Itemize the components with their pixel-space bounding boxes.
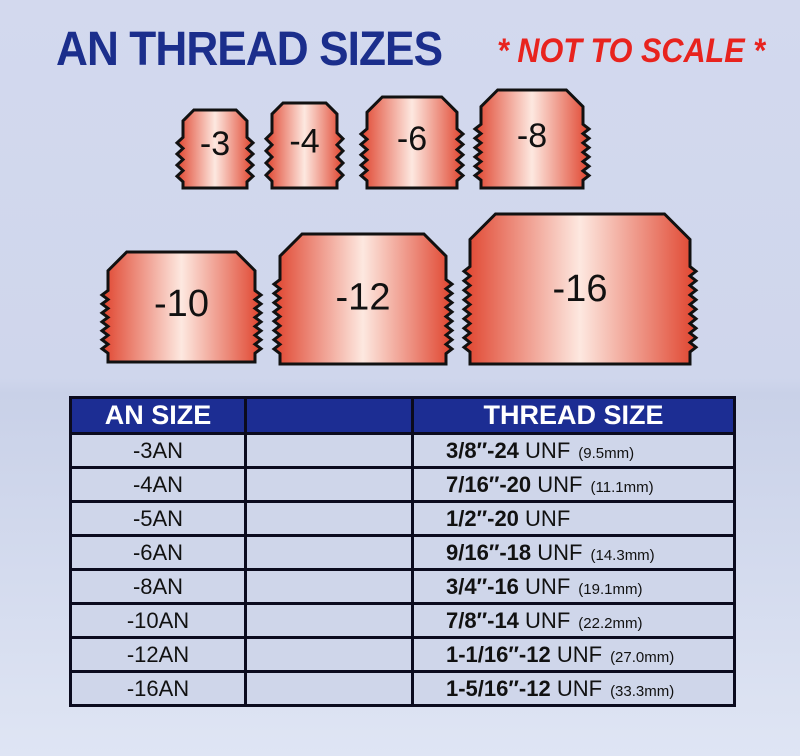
thread-unf: UNF <box>556 641 603 667</box>
blank-cell <box>244 602 414 639</box>
thread-spec: 3/8″-24 <box>446 437 519 463</box>
fitting-shape <box>271 232 455 366</box>
fitting-shape <box>358 95 466 190</box>
not-to-scale-note: * NOT TO SCALE * <box>497 32 766 70</box>
thread-spec: 1-5/16″-12 <box>446 675 551 701</box>
table-row: -12AN 1-1/16″-12 UNF (27.0mm) <box>69 636 736 673</box>
thread-mm: (9.5mm) <box>578 444 635 462</box>
blank-cell <box>244 636 414 673</box>
thread-spec: 1/2″-20 <box>446 505 519 531</box>
fitting-label: -10 <box>154 283 209 325</box>
fitting-label: -16 <box>553 268 608 310</box>
thread-unf: UNF <box>525 505 571 531</box>
thread-unf: UNF <box>537 471 583 497</box>
fitting-shape <box>472 88 592 190</box>
blank-cell <box>244 568 414 605</box>
thread-mm: (22.2mm) <box>578 614 643 632</box>
thread-size-cell: 9/16″-18 UNF (14.3mm) <box>411 534 736 571</box>
thread-size-cell: 1/2″-20 UNF <box>411 500 736 537</box>
fitting-shape <box>263 101 346 190</box>
blank-cell <box>244 500 414 537</box>
fitting-shape <box>461 212 699 366</box>
fitting-label: -12 <box>336 276 391 318</box>
thread-mm: (19.1mm) <box>578 580 643 598</box>
table-row: -4AN 7/16″-20 UNF (11.1mm) <box>69 466 736 503</box>
thread-mm: (27.0mm) <box>610 648 675 666</box>
thread-mm: (33.3mm) <box>610 682 675 700</box>
header-thread-size: THREAD SIZE <box>411 396 736 435</box>
thread-size-cell: 3/8″-24 UNF (9.5mm) <box>411 432 736 469</box>
thread-spec: 3/4″-16 <box>446 573 519 599</box>
header-blank <box>244 396 414 435</box>
an-size-cell: -10AN <box>69 602 247 639</box>
an-size-cell: -16AN <box>69 670 247 707</box>
table-row: -3AN 3/8″-24 UNF (9.5mm) <box>69 432 736 469</box>
an-size-cell: -8AN <box>69 568 247 605</box>
an-size-cell: -5AN <box>69 500 247 537</box>
an-size-cell: -3AN <box>69 432 247 469</box>
page-title: AN THREAD SIZES <box>56 23 443 76</box>
thread-spec: 9/16″-18 <box>446 539 532 565</box>
thread-spec: 7/16″-20 <box>446 471 532 497</box>
thread-size-cell: 7/8″-14 UNF (22.2mm) <box>411 602 736 639</box>
thread-size-cell: 1-1/16″-12 UNF (27.0mm) <box>411 636 736 673</box>
fitting-shape <box>99 250 264 364</box>
blank-cell <box>244 534 414 571</box>
table-row: -10AN 7/8″-14 UNF (22.2mm) <box>69 602 736 639</box>
table-row: -5AN 1/2″-20 UNF <box>69 500 736 537</box>
an-size-cell: -12AN <box>69 636 247 673</box>
fitting-label: -3 <box>200 125 230 163</box>
fitting-shape <box>174 108 256 190</box>
thread-spec: 1-1/16″-12 <box>446 641 551 667</box>
blank-cell <box>244 432 414 469</box>
thread-unf: UNF <box>525 607 571 633</box>
an-size-cell: -4AN <box>69 466 247 503</box>
thread-unf: UNF <box>525 437 571 463</box>
table-row: -6AN 9/16″-18 UNF (14.3mm) <box>69 534 736 571</box>
fitting-label: -6 <box>397 120 427 158</box>
thread-size-cell: 7/16″-20 UNF (11.1mm) <box>411 466 736 503</box>
thread-mm: (14.3mm) <box>590 546 655 564</box>
thread-unf: UNF <box>537 539 583 565</box>
thread-size-table: AN SIZE THREAD SIZE -3AN 3/8″-24 UNF (9.5… <box>69 396 736 707</box>
header-an-size: AN SIZE <box>69 396 247 435</box>
thread-mm: (11.1mm) <box>590 478 654 496</box>
an-size-cell: -6AN <box>69 534 247 571</box>
fitting-label: -4 <box>289 122 319 160</box>
blank-cell <box>244 670 414 707</box>
table-row: -8AN 3/4″-16 UNF (19.1mm) <box>69 568 736 605</box>
thread-unf: UNF <box>556 675 603 701</box>
thread-spec: 7/8″-14 <box>446 607 519 633</box>
table-row: -16AN 1-5/16″-12 UNF (33.3mm) <box>69 670 736 707</box>
fittings-illustration: -3 -4 -6 -8 -10 -12 -16 <box>99 88 699 366</box>
thread-size-cell: 1-5/16″-12 UNF (33.3mm) <box>411 670 736 707</box>
blank-cell <box>244 466 414 503</box>
fitting-label: -8 <box>517 117 547 155</box>
thread-unf: UNF <box>525 573 571 599</box>
thread-size-cell: 3/4″-16 UNF (19.1mm) <box>411 568 736 605</box>
